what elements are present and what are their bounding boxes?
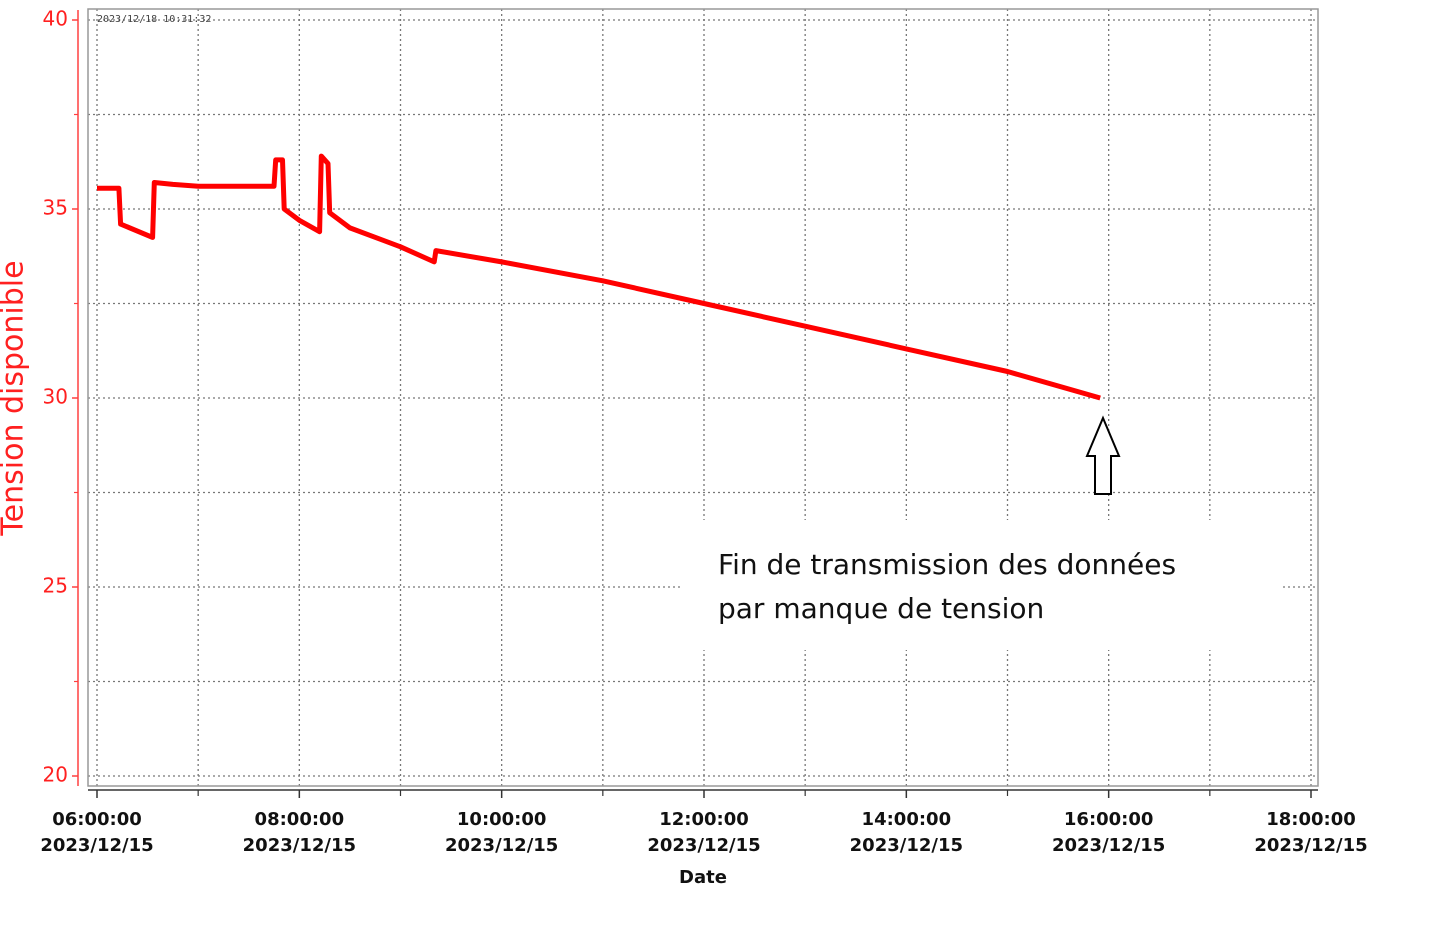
x-tick-label: 2023/12/15 [1052,835,1165,856]
y-tick-label: 35 [43,196,68,220]
plot [97,153,1101,401]
grid [88,9,1318,786]
y-tick-label: 30 [43,385,68,409]
y-axis-label: Tension disponible [0,260,31,536]
y-tick-label: 20 [43,763,68,787]
arrow [1085,415,1121,495]
x-tick-label: 2023/12/15 [243,835,356,856]
x-tick-label: 18:00:00 [1266,809,1356,830]
timestamp: 2023/12/18 10:31:32 [97,14,211,25]
x-tick-label: 2023/12/15 [850,835,963,856]
x-tick-label: 16:00:00 [1064,809,1154,830]
x-tick-label: 06:00:00 [52,809,142,830]
annotation-background [680,520,1280,650]
x-tick-label: 10:00:00 [457,809,547,830]
x-tick-label: 12:00:00 [659,809,749,830]
x-tick-label: 14:00:00 [862,809,952,830]
annotation: Fin de transmission des données [718,548,1176,581]
x-axis-label: Date [679,867,727,888]
x-tick-label: 2023/12/15 [1254,835,1367,856]
series-line [97,153,1101,401]
plot-frame [87,8,1319,787]
x-tick-label: 08:00:00 [255,809,345,830]
x-tick-label: 2023/12/15 [40,835,153,856]
y-tick-label: 25 [43,574,68,598]
x-tick-label: 2023/12/15 [647,835,760,856]
annotation: par manque de tension [718,592,1044,625]
y-tick-label: 40 [43,7,68,31]
x-tick-label: 2023/12/15 [445,835,558,856]
